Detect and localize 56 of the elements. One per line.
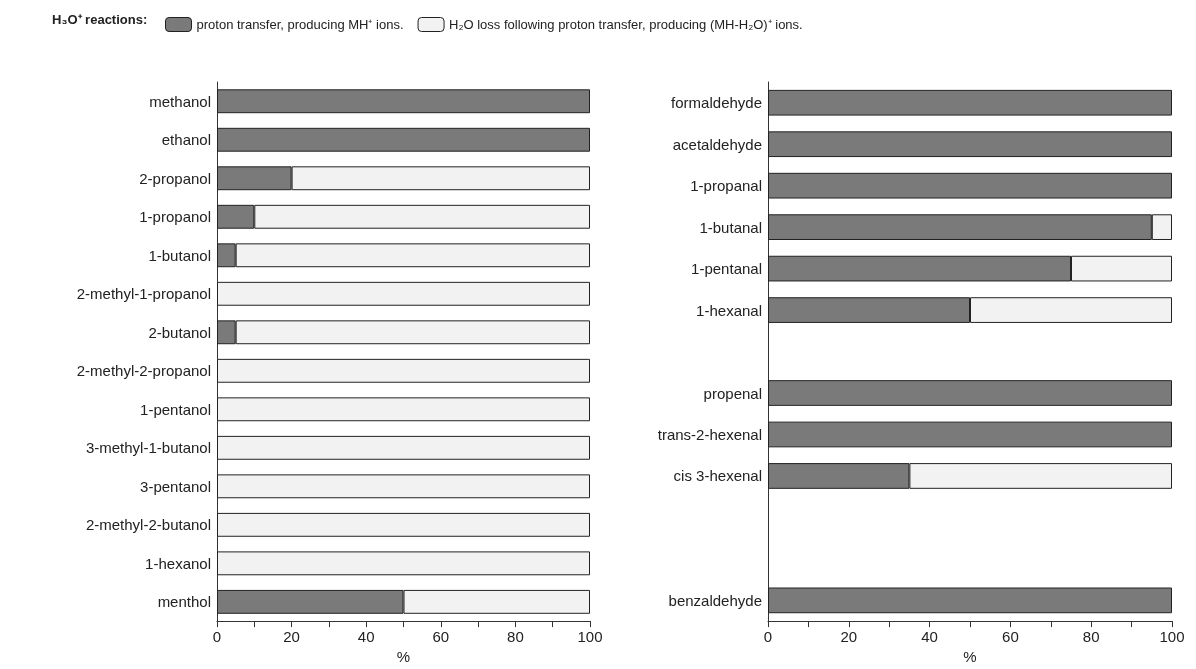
bar	[768, 421, 1172, 448]
y-tick-label: cis 3-hexenal	[673, 467, 762, 485]
y-tick-label: 1-butanol	[148, 246, 211, 264]
x-tick-label: 40	[357, 628, 375, 646]
x-tick-label: 0	[212, 628, 222, 646]
y-tick-label: 1-butanal	[699, 218, 762, 236]
y-tick-label: 1-propanal	[690, 177, 762, 195]
bar	[768, 172, 1172, 199]
y-tick-label: formaldehyde	[671, 94, 762, 112]
y-tick-label: 1-hexanol	[145, 554, 211, 572]
x-axis-title: %	[396, 648, 411, 665]
x-tick-label: 60	[432, 628, 450, 646]
x-tick-label: 20	[283, 628, 300, 646]
bar	[217, 89, 590, 114]
bar	[217, 397, 590, 422]
legend-title: H₃O⁺ reactions:	[52, 12, 148, 27]
bar	[768, 131, 1172, 158]
y-tick-label: trans-2-hexenal	[657, 425, 762, 443]
y-tick-label: menthol	[157, 593, 211, 611]
y-tick-label: ethanol	[161, 131, 211, 149]
x-tick-label: 80	[507, 628, 524, 646]
bar	[217, 512, 590, 537]
y-tick-label: 3-pentanol	[140, 477, 211, 495]
y-tick-label: 1-pentanal	[691, 260, 762, 278]
y-tick-label: methanol	[149, 92, 211, 110]
bar	[217, 281, 590, 306]
y-tick-label: 1-hexanal	[696, 301, 762, 319]
x-tick-label: 20	[840, 628, 858, 646]
bar	[768, 89, 1172, 116]
y-tick-label: 2-propanol	[139, 169, 211, 187]
bar	[768, 587, 1172, 614]
bar	[217, 358, 590, 383]
x-tick-label: 100	[1159, 628, 1185, 646]
y-tick-label: 2-methyl-2-butanol	[85, 516, 211, 534]
y-tick-label: acetaldehyde	[672, 135, 762, 153]
y-tick-label: 2-butanol	[148, 323, 211, 341]
y-tick-label: 1-propanol	[139, 208, 211, 226]
bar	[217, 127, 590, 152]
x-axis-title: %	[963, 648, 977, 665]
bar	[217, 551, 590, 576]
x-tick-label: 80	[1082, 628, 1100, 646]
y-tick-label: 3-methyl-1-butanol	[85, 439, 211, 457]
x-tick-label: 100	[577, 628, 603, 646]
x-tick-label: 40	[921, 628, 938, 646]
bar	[217, 435, 590, 460]
bar	[768, 380, 1172, 406]
legend-label: H₂O loss following proton transfer, producing (MH-H₂O)⁺ ions.	[449, 17, 803, 32]
x-tick-label: 0	[763, 628, 773, 646]
bar	[217, 474, 590, 499]
y-tick-label: propenal	[703, 384, 762, 402]
y-tick-label: benzaldehyde	[668, 591, 762, 609]
legend-label: proton transfer, producing MH⁺ ions.	[196, 17, 404, 32]
y-tick-label: 2-methyl-1-propanol	[76, 285, 211, 303]
x-tick-label: 60	[1002, 628, 1019, 646]
y-tick-label: 1-pentanol	[140, 400, 211, 418]
y-tick-label: 2-methyl-2-propanol	[76, 362, 211, 380]
